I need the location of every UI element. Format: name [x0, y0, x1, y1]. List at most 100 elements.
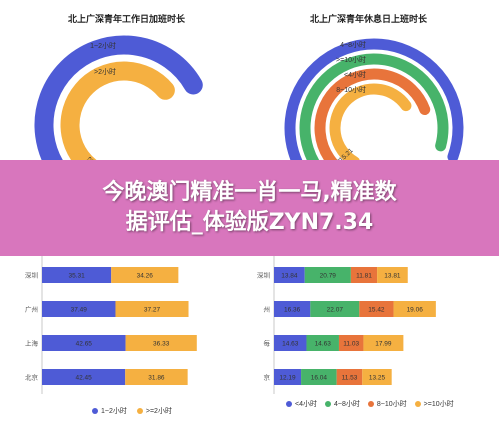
legend-swatch-blue: [92, 408, 98, 414]
bar-segment: [115, 301, 189, 317]
radial-chart-weekend: 北上广深青年休息日上班时长 4~8小时>=10小时11.90<4小时13.768…: [250, 0, 499, 160]
legend-label: 1~2小时: [101, 408, 127, 415]
radial-svg-weekday: 1~2小时46>2小时13.62: [34, 35, 203, 160]
legend-weekend: <4小时 4~8小时 8~10小时 >=10小时: [286, 399, 454, 409]
category-tick-label: 北京: [25, 373, 39, 382]
legend-weekday: 1~2小时 >=2小时: [92, 406, 172, 416]
bar-segment: [336, 369, 363, 385]
bar-segment: [338, 335, 364, 351]
bar-segment: [363, 335, 404, 351]
bar-segment: [362, 369, 392, 385]
radial-bar-4: [329, 83, 412, 160]
legend-swatch-orange: [136, 408, 143, 414]
bar-value-label: 14.63: [282, 340, 299, 347]
category-tick-label: 州: [264, 307, 271, 314]
bar-segment: [42, 369, 126, 385]
bar-segment: [111, 267, 179, 283]
bar-segment: [274, 267, 305, 283]
bar-value-label: 34.26: [137, 272, 154, 279]
chart-title-weekend: 北上广深青年休息日上班时长: [310, 14, 428, 24]
legend-item-ge10: >=10小时: [414, 399, 454, 409]
legend-swatch-blue: [286, 401, 292, 407]
bar-value-label: 37.27: [144, 306, 161, 313]
legend-item-1-2h: 1~2小时: [92, 406, 127, 416]
radial-bar-1: [34, 35, 203, 160]
radial-category-label: >=10小时: [336, 55, 366, 64]
legend-swatch-green: [324, 401, 331, 407]
radial-bar-2: [299, 53, 449, 160]
bar-value-label: 36.33: [153, 340, 170, 347]
legend-item-ge2h: >=2小时: [136, 406, 172, 416]
bar-value-label: 15.42: [368, 306, 385, 313]
bar-value-label: 14.63: [315, 340, 332, 347]
legend-label: >=2小时: [145, 408, 172, 415]
bar-value-label: 42.45: [75, 374, 92, 381]
bar-value-label: 13.25: [369, 374, 386, 381]
bar-value-label: 37.49: [71, 306, 88, 313]
bar-value-label: 12.19: [279, 374, 296, 381]
bar-svg-weekend: 深圳 13.84 20.79 11.81 13.81 州 16.36 22.07 15.42 19…: [257, 256, 436, 394]
radial-bar-2: [60, 61, 175, 160]
legend-item-lt4: <4小时: [286, 399, 317, 409]
bar-segment: [306, 335, 339, 351]
bar-segment: [274, 301, 311, 317]
radial-category-label: 8~10小时: [336, 85, 366, 94]
legend-item-8-10: 8~10小时: [367, 399, 407, 409]
radial-category-label: 4~8小时: [340, 40, 366, 49]
bar-value-label: 11.03: [343, 340, 359, 347]
bar-value-label: 13.81: [384, 272, 401, 279]
chart-title-weekday: 北上广深青年工作日加班时长: [68, 14, 186, 24]
category-tick-label: 京: [264, 373, 271, 382]
bar-segment: [274, 369, 302, 385]
legend-label: 8~10小时: [376, 401, 407, 408]
legend-label: 4~8小时: [333, 401, 360, 408]
bar-segment: [42, 301, 116, 317]
bar-value-label: 31.86: [148, 374, 165, 381]
radial-category-label: <4小时: [344, 70, 366, 79]
bar-segment: [42, 335, 126, 351]
category-tick-label: 深圳: [257, 271, 270, 280]
bar-value-label: 13.84: [281, 272, 298, 279]
bar-value-label: 16.04: [311, 374, 328, 381]
bar-value-label: 11.81: [356, 272, 372, 279]
category-tick-label: 上海: [25, 339, 39, 348]
category-tick-label: 深圳: [25, 271, 38, 280]
legend-label: <4小时: [295, 401, 317, 408]
legend-swatch-red: [367, 401, 374, 407]
radial-bar-1: [284, 38, 464, 160]
bar-segment: [310, 301, 360, 317]
bar-segment: [42, 267, 112, 283]
bar-segment: [304, 267, 351, 283]
banner-line-2: 据评估_体验版ZYN7.34: [125, 210, 374, 235]
promo-banner: 今晚澳门精准一肖一马,精准数 据评估_体验版ZYN7.34: [0, 160, 499, 256]
bar-segment: [125, 335, 197, 351]
radial-chart-weekday: 北上广深青年工作日加班时长 1~2小时46>2小时13.62: [0, 0, 249, 160]
radial-category-label: 1~2小时: [90, 41, 116, 50]
bar-value-label: 22.07: [327, 306, 344, 313]
bar-segment: [377, 267, 408, 283]
legend-swatch-orange: [414, 401, 421, 407]
bar-value-label: 42.65: [76, 340, 93, 347]
bar-segment: [301, 369, 337, 385]
bar-value-label: 19.06: [407, 306, 424, 313]
bar-value-label: 35.31: [68, 272, 85, 279]
category-tick-label: 每: [264, 339, 271, 348]
radial-value-label: 13.62: [79, 156, 96, 160]
bar-value-label: 11.53: [342, 374, 358, 381]
legend-label: >=10小时: [423, 401, 454, 408]
bar-value-label: 20.79: [320, 272, 337, 279]
bar-segment: [350, 267, 378, 283]
stacked-bar-weekday: 深圳 35.31 34.26 广州 37.49 37.27 上海 42.65 36.33 北京 42…: [0, 256, 249, 428]
bar-segment: [125, 369, 188, 385]
bar-value-label: 17.99: [375, 340, 392, 347]
radial-bar-3: [314, 68, 431, 160]
radial-category-label: >2小时: [94, 67, 116, 76]
bar-segment: [359, 301, 394, 317]
stacked-bar-weekend: 深圳 13.84 20.79 11.81 13.81 州 16.36 22.07 15.42 19…: [250, 256, 499, 428]
bar-value-label: 16.36: [284, 306, 301, 313]
legend-item-4-8: 4~8小时: [324, 399, 360, 409]
category-tick-label: 广州: [25, 305, 38, 314]
bar-segment: [274, 335, 307, 351]
banner-line-1: 今晚澳门精准一肖一马,精准数: [102, 180, 397, 205]
